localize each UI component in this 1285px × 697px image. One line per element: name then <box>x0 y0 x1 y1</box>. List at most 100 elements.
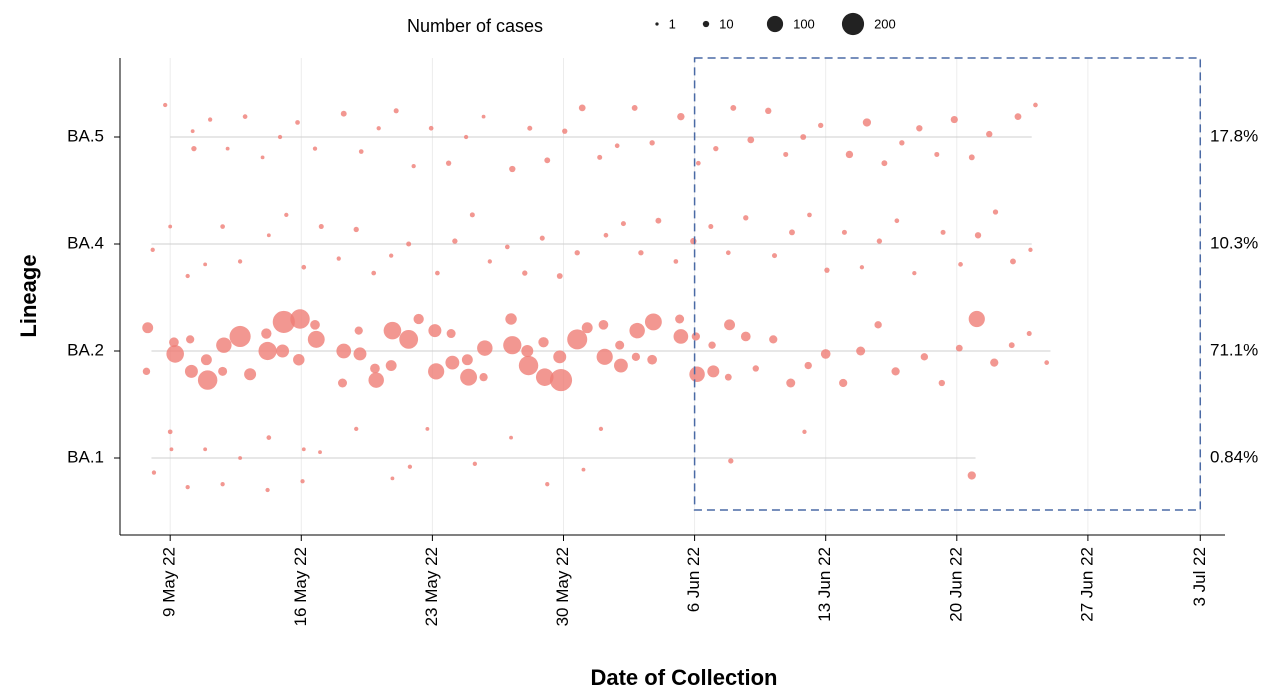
bubble <box>260 155 265 160</box>
bubble <box>553 350 567 364</box>
bubble <box>647 354 657 365</box>
bubble <box>538 337 549 348</box>
bubble <box>399 329 419 349</box>
size-legend-label: 10 <box>719 16 733 31</box>
bubble <box>425 426 430 431</box>
bubble <box>142 322 154 334</box>
bubble <box>445 355 460 370</box>
bubble <box>406 241 412 247</box>
bubble <box>460 368 478 386</box>
bubble <box>354 426 359 432</box>
bubble <box>242 114 248 119</box>
bubble <box>307 330 325 348</box>
bubble <box>1014 113 1022 121</box>
bubble <box>142 367 151 376</box>
bubble <box>1008 342 1015 349</box>
bubble <box>614 358 628 373</box>
bubble <box>596 348 613 365</box>
bubble <box>487 259 492 264</box>
bubble <box>856 346 866 356</box>
bubble <box>649 140 655 146</box>
bubble <box>290 309 310 329</box>
bubble <box>845 150 854 159</box>
bubble <box>300 479 305 484</box>
bubble <box>266 435 272 440</box>
bubble <box>407 464 413 469</box>
bubble <box>527 125 533 131</box>
bubble <box>452 238 458 244</box>
bubble <box>318 450 322 455</box>
x-tick-label: 20 Jun 22 <box>946 547 965 622</box>
bubble <box>358 149 364 154</box>
x-tick-label: 9 May 22 <box>160 547 179 617</box>
bubble <box>783 151 789 157</box>
bubble <box>824 267 830 273</box>
x-tick-label: 23 May 22 <box>422 547 441 626</box>
bubble <box>967 471 976 480</box>
bubble <box>522 270 528 276</box>
bubble <box>549 369 573 392</box>
bubble <box>562 128 568 134</box>
bubble <box>818 122 824 129</box>
bubble <box>708 224 714 230</box>
bubble <box>1033 102 1038 108</box>
bubble <box>743 215 749 221</box>
bubble <box>629 322 645 339</box>
size-legend-label: 100 <box>793 16 815 31</box>
bubble <box>509 435 513 440</box>
bubble <box>990 358 999 367</box>
bubble <box>841 229 847 235</box>
bubble <box>673 259 679 264</box>
bubble <box>186 335 195 344</box>
bubble <box>631 352 641 361</box>
bubble <box>481 114 486 119</box>
bubble <box>891 367 900 376</box>
bubble <box>696 160 701 166</box>
bubble <box>912 270 917 276</box>
size-legend-marker <box>766 15 784 33</box>
bubble <box>894 218 900 224</box>
bubble <box>207 117 213 122</box>
bubble <box>469 212 475 218</box>
bubble <box>190 129 195 134</box>
bubble <box>968 310 985 328</box>
bubble <box>225 146 230 151</box>
bubble <box>820 349 831 359</box>
bubble <box>354 326 363 335</box>
bubble <box>859 265 865 270</box>
size-legend-marker <box>702 20 710 28</box>
bubble <box>545 482 550 487</box>
bubble <box>620 221 626 227</box>
bubble <box>163 102 168 108</box>
x-axis-label: Date of Collection <box>590 665 777 690</box>
bubble <box>385 360 397 371</box>
bubble <box>370 363 380 374</box>
bubble <box>393 108 399 114</box>
bubble <box>986 130 993 138</box>
bubble <box>874 321 882 329</box>
bubble <box>765 107 772 114</box>
share-label: 10.3% <box>1210 233 1258 252</box>
bubble <box>185 273 190 279</box>
bubble <box>167 429 173 435</box>
bubble <box>539 235 545 241</box>
bubble <box>769 335 778 344</box>
bubble <box>916 125 923 132</box>
bubble <box>220 224 225 229</box>
bubble <box>771 253 778 259</box>
bubble <box>1026 331 1032 337</box>
bubble <box>707 365 720 378</box>
bubble <box>312 146 318 151</box>
bubble <box>353 226 359 233</box>
bubble <box>603 232 609 238</box>
size-legend-title: Number of cases <box>407 16 543 36</box>
bubble <box>728 458 734 464</box>
bubble <box>535 368 554 386</box>
bubble <box>371 270 377 276</box>
bubble <box>839 378 848 388</box>
bubble <box>445 160 452 166</box>
bubble <box>752 365 759 372</box>
bubble <box>168 224 173 229</box>
bubble <box>862 118 872 127</box>
